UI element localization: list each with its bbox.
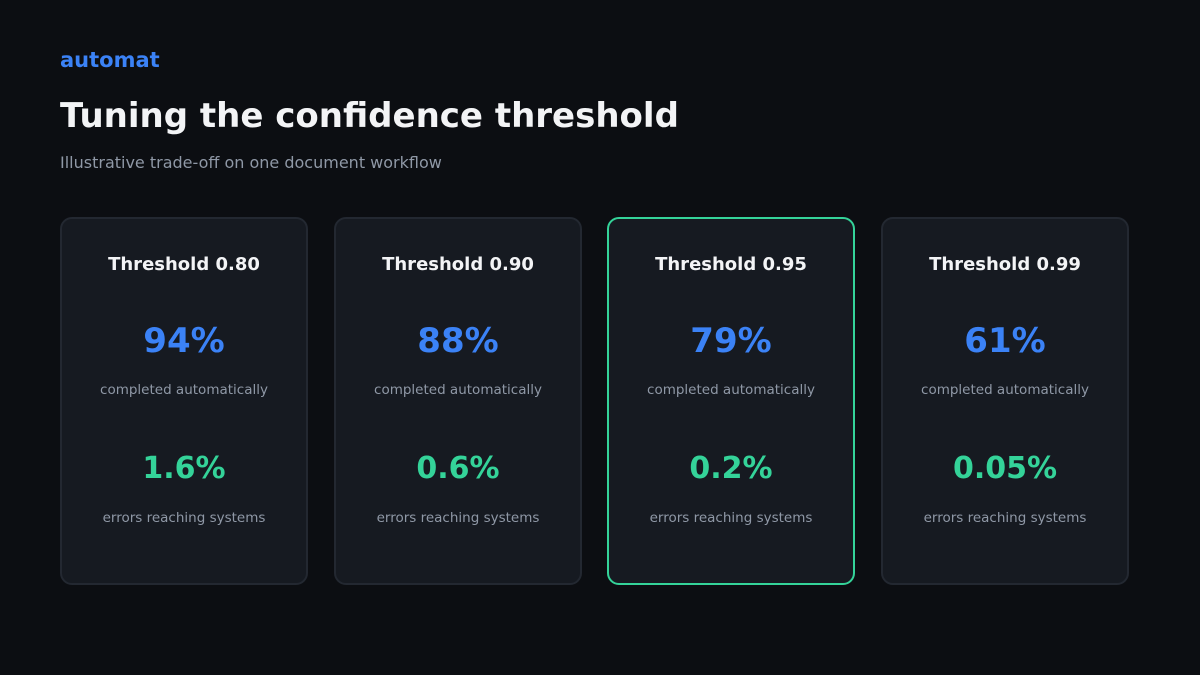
error-rate-value: 1.6% — [142, 451, 226, 486]
error-rate-label: errors reaching systems — [102, 510, 266, 526]
automation-rate-label: completed automatically — [647, 382, 815, 398]
automation-rate-value: 88% — [417, 321, 499, 361]
automation-rate-label: completed automatically — [100, 382, 268, 398]
automation-rate-value: 94% — [143, 321, 225, 361]
threshold-card-0-90: Threshold 0.90 88% completed automatical… — [334, 217, 582, 585]
brand-logo: automat — [60, 48, 160, 72]
threshold-card-0-95: Threshold 0.95 79% completed automatical… — [607, 217, 855, 585]
automation-rate-label: completed automatically — [921, 382, 1089, 398]
error-rate-label: errors reaching systems — [376, 510, 540, 526]
threshold-cards: Threshold 0.80 94% completed automatical… — [60, 217, 1129, 585]
error-rate-value: 0.6% — [416, 451, 500, 486]
error-rate-value: 0.05% — [952, 451, 1058, 486]
card-title: Threshold 0.99 — [929, 254, 1081, 275]
error-rate-label: errors reaching systems — [649, 510, 813, 526]
page-title: Tuning the confidence threshold — [60, 96, 679, 136]
page-subtitle: Illustrative trade-off on one document w… — [60, 153, 442, 172]
automation-rate-value: 79% — [690, 321, 772, 361]
automation-rate-value: 61% — [964, 321, 1046, 361]
error-rate-value: 0.2% — [689, 451, 773, 486]
card-title: Threshold 0.95 — [655, 254, 807, 275]
automation-rate-label: completed automatically — [374, 382, 542, 398]
threshold-card-0-80: Threshold 0.80 94% completed automatical… — [60, 217, 308, 585]
error-rate-label: errors reaching systems — [923, 510, 1087, 526]
card-title: Threshold 0.80 — [108, 254, 260, 275]
card-title: Threshold 0.90 — [382, 254, 534, 275]
threshold-card-0-99: Threshold 0.99 61% completed automatical… — [881, 217, 1129, 585]
